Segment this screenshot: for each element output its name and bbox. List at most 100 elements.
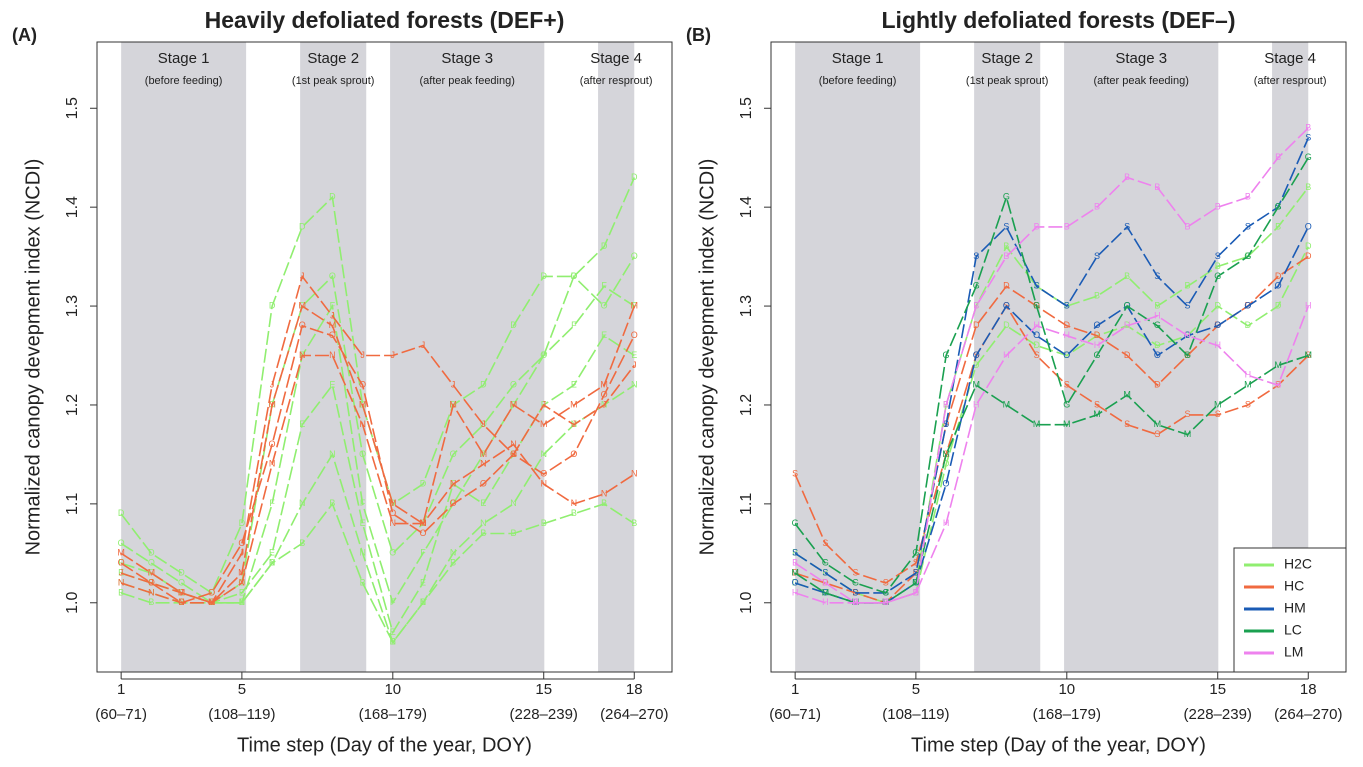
site-letter: B [1275,152,1281,162]
site-letter: D [208,587,215,597]
site-letter: E [631,350,637,360]
site-letter: N [631,469,638,479]
site-letter: D [148,548,155,558]
site-letter: O [570,271,577,281]
stage-note: (after resprout) [1254,75,1327,87]
series-line [794,157,1309,594]
y-tick-label: 1.4 [64,196,81,218]
site-letter: S [1215,409,1221,419]
site-letter: O [389,508,396,518]
site-letter: F [118,558,124,568]
series-line [794,137,1310,594]
site-letter: D [510,320,517,330]
series-line [794,304,1309,584]
site-letter: H [1094,340,1101,350]
series-line [120,256,635,604]
stage-band [598,42,635,672]
site-letter: D [1064,320,1071,330]
site-letter: D [329,192,336,202]
site-letter: G [822,558,829,568]
site-letter: E [420,577,426,587]
site-letter: O [480,478,487,488]
x-tick-label: 18 [1300,681,1317,698]
site-letter: N [299,350,306,360]
site-letter: M [822,587,830,597]
site-letter: J [541,399,546,409]
legend-label: H2C [1284,556,1312,572]
stage-label: Stage 4 [1264,50,1316,67]
site-letter: O [450,449,457,459]
site-letter: M [449,399,457,409]
x-tick-label: 18 [626,681,643,698]
site-letter: M [1063,419,1071,429]
site-letter: B [1245,192,1251,202]
site-letter: B [792,558,798,568]
site-letter: M [1305,350,1313,360]
stage-note: (after peak feeding) [420,75,515,87]
site-letter: O [601,300,608,310]
site-letter: M [912,577,920,587]
x-tick-label: 1 [791,681,799,698]
site-letter: S [1245,221,1251,231]
site-letter: N [118,577,125,587]
x-tick-label: 15 [1209,681,1226,698]
site-letter: S [1305,350,1311,360]
site-letter: D [792,567,799,577]
site-letter: B [601,498,607,508]
site-letter: O [329,330,336,340]
site-letter: B [1124,172,1130,182]
site-letter: D [1305,241,1312,251]
x-tick-sublabel: (60–71) [769,706,821,723]
site-letter: O [1003,300,1010,310]
site-letter: M [480,449,488,459]
y-tick-label: 1.5 [738,97,755,119]
site-letter: M [238,567,246,577]
site-letter: M [1214,399,1222,409]
legend: H2C HC HM LC LM [1233,547,1347,673]
site-letter: B [1215,202,1221,212]
site-letter: M [117,548,125,558]
site-letter: N [480,459,487,469]
site-letter: B [973,300,979,310]
stage-label: Stage 3 [441,50,493,67]
stage-label: Stage 4 [590,50,642,67]
site-letter: O [1214,320,1221,330]
site-letter: M [329,320,337,330]
site-letter: F [330,300,336,310]
site-letter: N [540,449,547,459]
site-letter: J [481,419,486,429]
site-letter: H [882,597,889,607]
y-tick-label: 1.2 [738,394,755,416]
site-letter: J [300,271,305,281]
y-axis-label: Normalized canopy devepment index (NCDI) [22,159,44,556]
series-line [794,226,1310,604]
x-axis-label: Time step (Day of the year, DOY) [911,734,1206,756]
site-letter: B [480,528,486,538]
site-letter: N [118,577,125,587]
site-letter: S [1154,271,1160,281]
site-letter: S [913,567,919,577]
y-tick-label: 1.0 [64,592,81,614]
site-letter: G [973,281,980,291]
site-letter: B [511,528,517,538]
site-letter: M [942,449,950,459]
site-letter: D [1124,350,1131,360]
site-letter: O [269,439,276,449]
site-letter: B [541,518,547,528]
site-letter: S [1003,221,1009,231]
site-letter: E [239,587,245,597]
legend-label: LC [1284,622,1302,638]
site-letter: D [1094,330,1101,340]
site-letter: F [239,597,245,607]
site-letter: F [571,320,577,330]
site-letter: J [391,350,396,360]
site-letter: D [631,172,638,182]
site-letter: M [791,567,799,577]
stage-note: (after resprout) [580,75,653,87]
x-tick-sublabel: (228–239) [1184,706,1252,723]
legend-label: LM [1284,644,1303,660]
site-letter: O [329,271,336,281]
site-letter: M [1093,409,1101,419]
site-letter: G [1033,300,1040,310]
